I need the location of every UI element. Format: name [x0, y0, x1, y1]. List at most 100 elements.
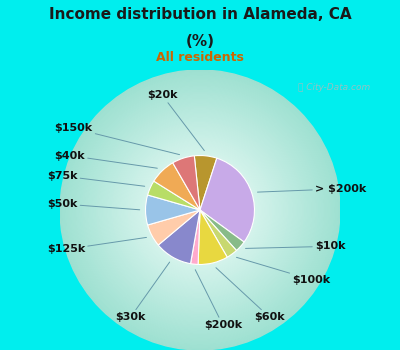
- Wedge shape: [173, 156, 200, 210]
- Circle shape: [67, 77, 333, 343]
- Circle shape: [196, 206, 204, 214]
- Circle shape: [149, 159, 251, 261]
- Circle shape: [174, 184, 226, 236]
- Circle shape: [151, 161, 249, 259]
- Circle shape: [111, 121, 289, 299]
- Text: $125k: $125k: [47, 237, 146, 254]
- Wedge shape: [200, 210, 236, 257]
- Circle shape: [81, 91, 319, 329]
- Circle shape: [193, 203, 207, 217]
- Circle shape: [146, 156, 254, 264]
- Circle shape: [93, 103, 307, 317]
- Circle shape: [172, 182, 228, 238]
- Text: $75k: $75k: [47, 171, 145, 186]
- Circle shape: [92, 102, 308, 318]
- Text: $100k: $100k: [236, 257, 330, 285]
- Circle shape: [142, 152, 258, 268]
- Text: $150k: $150k: [54, 123, 180, 155]
- Circle shape: [135, 145, 265, 275]
- Circle shape: [88, 98, 312, 322]
- Circle shape: [83, 93, 317, 327]
- Circle shape: [190, 199, 210, 220]
- Text: $30k: $30k: [115, 262, 170, 322]
- Circle shape: [109, 119, 291, 301]
- Wedge shape: [200, 158, 254, 242]
- Wedge shape: [148, 181, 200, 210]
- Text: $20k: $20k: [147, 90, 204, 150]
- Circle shape: [179, 189, 221, 231]
- Circle shape: [84, 94, 316, 326]
- Circle shape: [95, 105, 305, 315]
- Circle shape: [130, 140, 270, 280]
- Wedge shape: [190, 210, 200, 265]
- Circle shape: [104, 114, 296, 306]
- Circle shape: [176, 186, 224, 234]
- Circle shape: [168, 178, 232, 241]
- Text: All residents: All residents: [156, 51, 244, 64]
- Circle shape: [121, 131, 279, 289]
- Circle shape: [72, 82, 328, 338]
- Circle shape: [76, 86, 324, 334]
- Circle shape: [114, 124, 286, 296]
- Circle shape: [97, 107, 303, 313]
- Circle shape: [167, 177, 233, 243]
- Text: > $200k: > $200k: [258, 184, 366, 194]
- Circle shape: [177, 187, 223, 233]
- Circle shape: [181, 191, 219, 229]
- Wedge shape: [200, 210, 244, 251]
- Circle shape: [79, 89, 321, 331]
- Wedge shape: [198, 210, 227, 265]
- Circle shape: [120, 130, 280, 290]
- Circle shape: [69, 79, 331, 341]
- Wedge shape: [146, 195, 200, 225]
- Circle shape: [118, 128, 282, 292]
- Circle shape: [128, 138, 272, 282]
- Text: $10k: $10k: [246, 241, 346, 251]
- Circle shape: [70, 80, 330, 340]
- Circle shape: [102, 112, 298, 308]
- Circle shape: [65, 75, 335, 345]
- Circle shape: [134, 144, 266, 276]
- Wedge shape: [148, 210, 200, 245]
- Circle shape: [195, 205, 205, 215]
- Circle shape: [139, 149, 261, 271]
- Text: (%): (%): [186, 34, 214, 49]
- Circle shape: [106, 116, 294, 304]
- Circle shape: [62, 72, 338, 348]
- Circle shape: [78, 88, 322, 332]
- Circle shape: [160, 170, 240, 250]
- Circle shape: [98, 108, 302, 312]
- Circle shape: [64, 74, 336, 346]
- Circle shape: [163, 173, 237, 247]
- Circle shape: [158, 168, 242, 252]
- Circle shape: [148, 158, 252, 262]
- Circle shape: [86, 96, 314, 324]
- Text: $50k: $50k: [47, 199, 140, 210]
- Circle shape: [162, 172, 238, 248]
- Circle shape: [125, 135, 275, 285]
- Circle shape: [126, 136, 274, 284]
- Circle shape: [198, 208, 202, 212]
- Circle shape: [74, 84, 326, 336]
- Circle shape: [137, 147, 263, 273]
- Wedge shape: [194, 155, 217, 210]
- Circle shape: [60, 70, 340, 350]
- Circle shape: [170, 180, 230, 240]
- Text: ⓘ City-Data.com: ⓘ City-Data.com: [298, 83, 371, 92]
- Circle shape: [140, 150, 260, 270]
- Circle shape: [182, 193, 218, 228]
- Wedge shape: [154, 163, 200, 210]
- Circle shape: [186, 196, 214, 224]
- Circle shape: [100, 110, 300, 310]
- Text: $40k: $40k: [54, 150, 157, 168]
- Circle shape: [107, 117, 293, 303]
- Circle shape: [188, 198, 212, 222]
- Circle shape: [123, 133, 277, 287]
- Circle shape: [116, 126, 284, 294]
- Circle shape: [191, 201, 209, 219]
- Wedge shape: [158, 210, 200, 264]
- Circle shape: [154, 164, 246, 256]
- Circle shape: [156, 166, 244, 254]
- Circle shape: [153, 163, 247, 257]
- Circle shape: [112, 122, 288, 298]
